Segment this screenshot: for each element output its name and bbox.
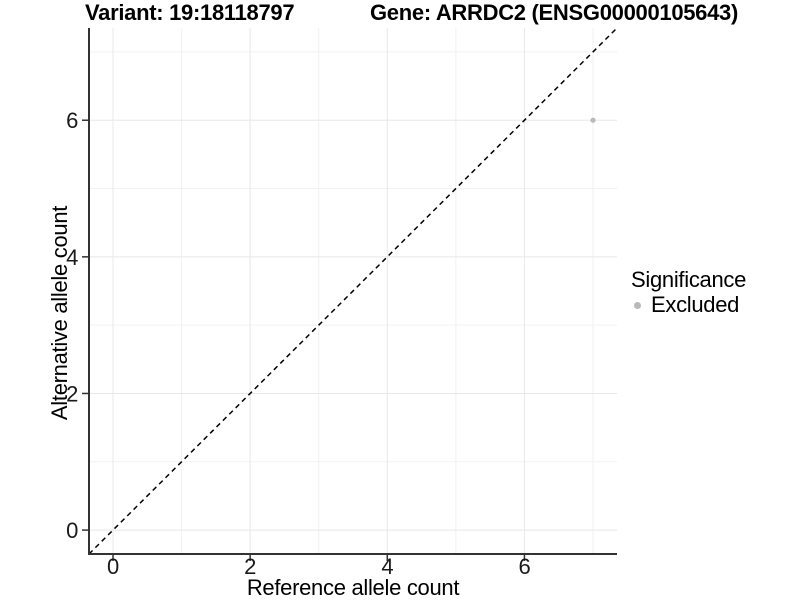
legend-item-excluded: Excluded xyxy=(631,292,746,318)
legend: Significance Excluded xyxy=(631,267,746,318)
y-tick-label: 4 xyxy=(66,245,78,270)
x-tick-label: 0 xyxy=(107,554,119,579)
gene-title: Gene: ARRDC2 (ENSG00000105643) xyxy=(370,0,739,25)
y-tick-label: 2 xyxy=(66,381,78,406)
y-tick-label: 6 xyxy=(66,108,78,133)
variant-title: Variant: 19:18118797 xyxy=(85,0,295,25)
x-tick-label: 6 xyxy=(518,554,530,579)
legend-title: Significance xyxy=(631,267,747,292)
data-point xyxy=(590,117,596,123)
identity-line xyxy=(88,27,618,555)
excluded-point-icon xyxy=(634,302,641,309)
x-tick-label: 4 xyxy=(381,554,393,579)
x-axis-title: Reference allele count xyxy=(246,575,460,600)
x-tick-label: 2 xyxy=(244,554,256,579)
y-tick-label: 0 xyxy=(66,518,78,543)
legend-item-label: Excluded xyxy=(651,292,740,317)
y-axis-title: Alternative allele count xyxy=(47,205,72,421)
